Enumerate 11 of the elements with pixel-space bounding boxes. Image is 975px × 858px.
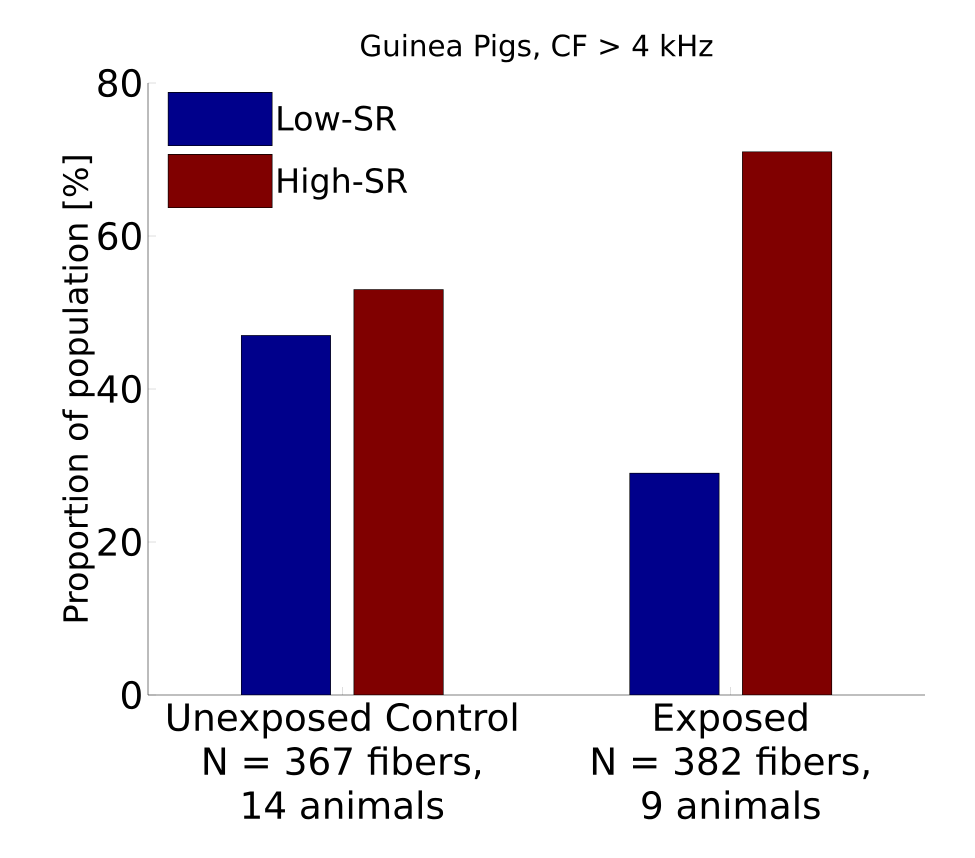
x-tick-label: Unexposed Control N = 367 fibers, 14 animals <box>168 702 516 820</box>
y-tick-label: 80 <box>98 68 141 98</box>
legend-label: Low-SR <box>278 106 396 131</box>
y-tick-label: 20 <box>98 528 141 556</box>
x-tick-label: Exposed N = 382 fibers, 9 animals <box>592 702 869 820</box>
legend-label: High-SR <box>278 167 408 200</box>
chart-title: Guinea Pigs, CF > 4 kHz <box>361 34 712 62</box>
y-tick-label: 0 <box>122 680 141 710</box>
y-tick-label: 60 <box>98 222 141 250</box>
y-axis-title: Proportion of population [%] <box>62 156 95 622</box>
y-tick-label: 40 <box>98 374 141 404</box>
